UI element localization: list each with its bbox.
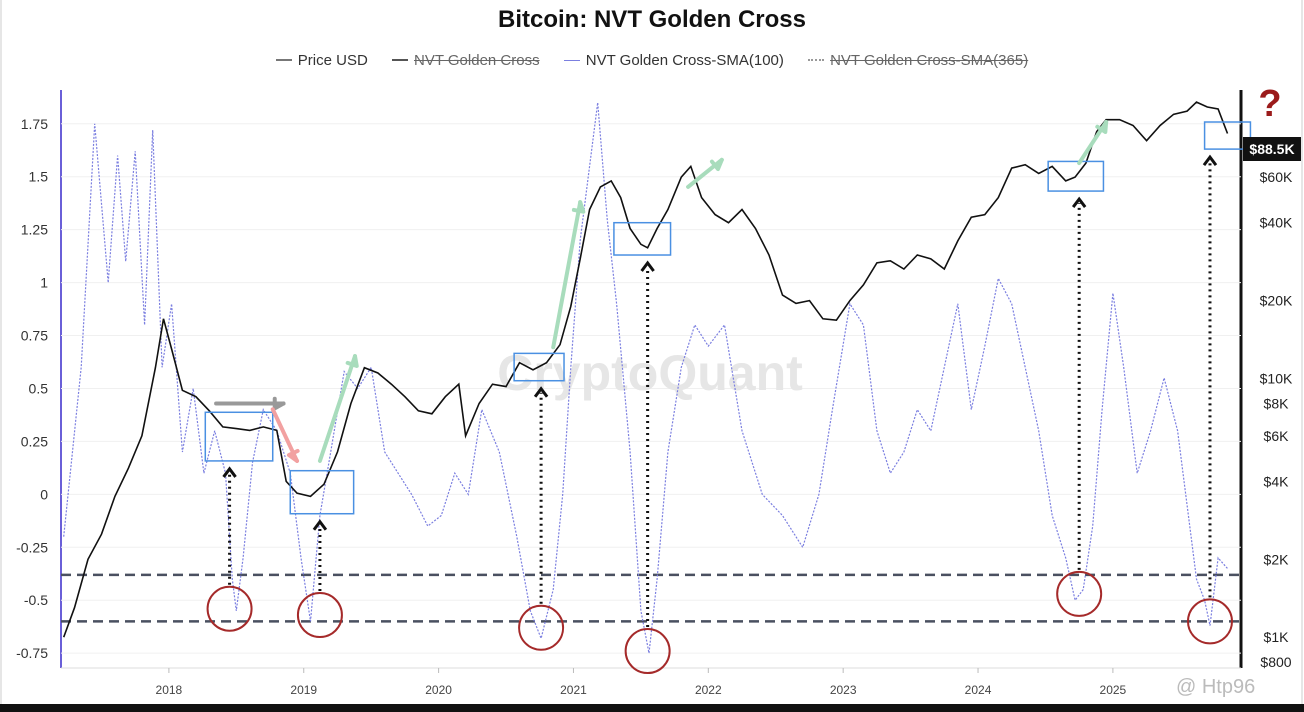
x-tick-1: 2019 <box>290 683 317 697</box>
y-left-tick-7: 0 <box>40 486 48 502</box>
y-left-tick-9: -0.5 <box>24 592 48 608</box>
dotted-link-head-1 <box>312 519 328 531</box>
legend-label-nvt-sma100: NVT Golden Cross-SMA(100) <box>585 52 784 69</box>
trough-circle-5 <box>1186 598 1233 645</box>
y-left-tick-1: 1.5 <box>29 169 49 185</box>
legend: Price USD NVT Golden Cross NVT Golden Cr… <box>0 48 1304 69</box>
y-right-tick-6: $4K <box>1264 473 1290 489</box>
x-tick-6: 2024 <box>965 683 992 697</box>
trend-arrow-head-5 <box>1095 120 1109 134</box>
legend-item-nvt-sma100[interactable]: NVT Golden Cross-SMA(100) <box>563 52 784 69</box>
trend-arrows <box>214 120 1109 463</box>
y-left-tick-labels: 1.75 1.5 1.25 1 0.75 0.5 0.25 0 -0.25 -0.5 -0.75 <box>16 116 48 661</box>
y-left-tick-10: -0.75 <box>16 645 48 661</box>
cryptoquant-watermark: CryptoQuant <box>497 345 803 401</box>
trough-circle-1 <box>296 592 343 639</box>
dotted-link-head-4 <box>1071 196 1087 208</box>
legend-swatch-nvt-golden-cross <box>391 59 408 61</box>
x-tick-0: 2018 <box>156 683 183 697</box>
bottom-bar <box>0 704 1304 712</box>
x-tick-3: 2021 <box>560 683 587 697</box>
x-tick-labels: 2018 2019 2020 2021 2022 2023 2024 2025 <box>156 668 1127 697</box>
trough-circle-0 <box>206 585 253 632</box>
dotted-link-arrows <box>222 154 1218 628</box>
y-right-tick-9: $800 <box>1260 654 1291 670</box>
trend-arrow-3 <box>551 200 583 350</box>
trend-arrow-head-1 <box>286 448 300 463</box>
grid-lines <box>61 123 1241 654</box>
y-right-tick-8: $1K <box>1264 629 1290 645</box>
y-right-tick-7: $2K <box>1264 551 1290 567</box>
author-credit: @ Htp96 <box>1176 676 1256 698</box>
dotted-link-head-3 <box>640 260 655 272</box>
y-left-tick-4: 0.75 <box>21 328 48 344</box>
y-right-tick-labels: $60K $40K $20K $10K $8K $6K $4K $2K $1K $800 <box>1260 169 1293 670</box>
x-tick-7: 2025 <box>1100 683 1127 697</box>
y-right-tick-5: $6K <box>1264 428 1290 444</box>
trough-circle-3 <box>624 628 671 675</box>
legend-label-nvt-golden-cross: NVT Golden Cross <box>413 51 540 69</box>
y-right-tick-2: $20K <box>1260 293 1293 309</box>
price-box-2 <box>513 352 565 382</box>
y-right-tick-0: $60K <box>1260 169 1293 185</box>
x-tick-4: 2022 <box>695 683 722 697</box>
y-left-tick-5: 0.5 <box>29 380 49 396</box>
price-box-0 <box>204 411 274 462</box>
dotted-link-head-2 <box>533 386 549 398</box>
trend-arrow-head-0 <box>272 396 286 411</box>
y-right-tick-1: $40K <box>1260 215 1293 231</box>
price-box-1 <box>289 469 355 515</box>
trough-circle-4 <box>1056 570 1103 617</box>
price-line <box>62 101 1229 638</box>
trend-arrow-head-4 <box>709 157 724 172</box>
series-nvt-sma100 <box>63 102 1228 654</box>
trough-circle-2 <box>518 604 565 651</box>
chart-title: Bitcoin: NVT Golden Cross <box>497 6 806 33</box>
x-tick-2: 2020 <box>425 683 452 697</box>
legend-item-nvt-sma365[interactable]: NVT Golden Cross-SMA(365) <box>808 52 1028 69</box>
trend-arrow-head-3 <box>571 200 586 214</box>
series-price-usd <box>62 101 1229 638</box>
legend-swatch-nvt-sma100 <box>563 60 580 61</box>
legend-label-price: Price USD <box>297 51 368 69</box>
price-boxes <box>204 121 1252 515</box>
sma100-line <box>63 102 1228 654</box>
legend-label-nvt-sma365: NVT Golden Cross-SMA(365) <box>830 51 1029 69</box>
trough-circles <box>206 570 1233 675</box>
y-left-tick-2: 1.25 <box>21 222 48 238</box>
y-left-tick-0: 1.75 <box>21 116 48 132</box>
trend-arrow-head-2 <box>345 354 359 368</box>
y-right-tick-4: $8K <box>1264 396 1290 412</box>
legend-swatch-nvt-sma365 <box>808 59 825 61</box>
threshold-lines <box>61 573 1241 623</box>
y-left-tick-3: 1 <box>40 275 48 291</box>
price-box-5 <box>1203 121 1252 150</box>
dotted-link-head-0 <box>222 466 237 478</box>
current-price-label: $88.5K <box>1249 141 1294 157</box>
y-left-tick-6: 0.25 <box>21 433 48 449</box>
y-right-tick-3: $10K <box>1260 370 1293 386</box>
y-left-tick-8: -0.25 <box>16 539 48 555</box>
current-price-badge: $88.5K <box>1243 137 1301 161</box>
legend-swatch-price <box>275 59 292 61</box>
question-mark: ? <box>1258 83 1281 125</box>
x-tick-5: 2023 <box>830 683 857 697</box>
legend-item-price[interactable]: Price USD <box>275 51 368 69</box>
price-box-4 <box>1047 160 1105 192</box>
price-box-3 <box>613 221 672 256</box>
trend-arrow-2 <box>317 354 357 463</box>
dotted-link-head-5 <box>1202 154 1218 167</box>
legend-item-nvt-golden-cross[interactable]: NVT Golden Cross <box>391 51 540 69</box>
